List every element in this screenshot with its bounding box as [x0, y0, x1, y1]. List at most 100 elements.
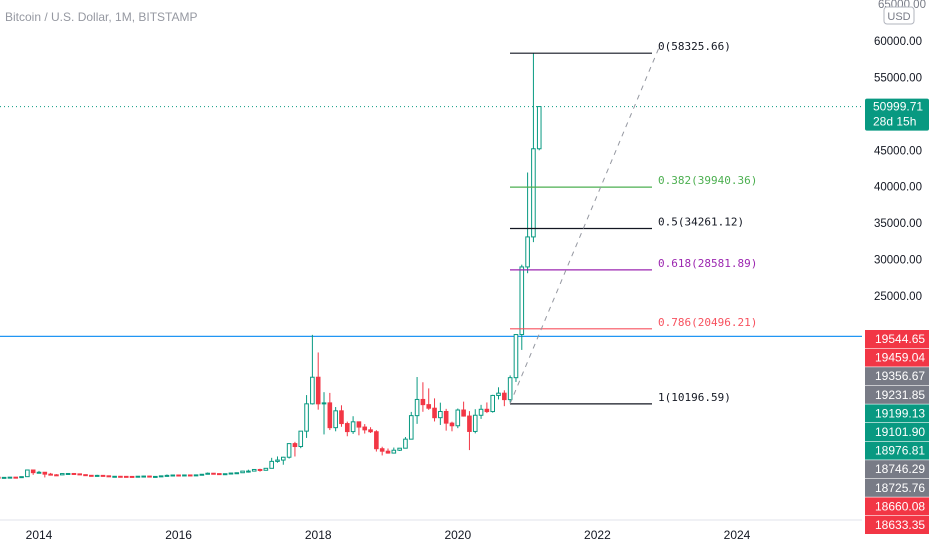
- candle: [414, 398, 420, 417]
- candle: [54, 474, 59, 477]
- candle: [251, 468, 257, 472]
- price-tag: [865, 348, 929, 367]
- candle: [315, 376, 321, 405]
- candle: [484, 408, 490, 413]
- candle: [135, 475, 141, 478]
- price-tag-label: 18633.35: [875, 518, 925, 532]
- candle: [211, 472, 216, 475]
- price-tag: [865, 441, 929, 460]
- price-axis-tick-label: 45000.00: [874, 145, 922, 157]
- candle: [1, 476, 7, 479]
- candle: [438, 410, 443, 419]
- candle: [36, 471, 42, 474]
- price-tag: [865, 404, 929, 423]
- candle: [321, 402, 327, 405]
- candle: [472, 414, 478, 432]
- candle: [65, 472, 71, 475]
- candle: [257, 468, 263, 471]
- candle: [397, 447, 402, 451]
- candle: [170, 474, 176, 477]
- fib-level-label: 0.618(28581.89): [658, 257, 757, 270]
- last-price-countdown: 28d 15h: [873, 115, 916, 129]
- candle: [246, 470, 251, 473]
- candle: [217, 473, 222, 476]
- candle: [193, 474, 199, 477]
- candle: [403, 438, 408, 449]
- price-tag-label: 19101.90: [875, 425, 925, 439]
- fib-level-label: 1(10196.59): [658, 391, 731, 404]
- candle: [443, 410, 449, 424]
- time-axis-tick-label: 2020: [444, 528, 471, 542]
- fib-level-label: 0(58325.66): [658, 40, 731, 53]
- price-tag-label: 18746.29: [875, 462, 925, 476]
- price-tag-label: 19199.13: [875, 406, 925, 420]
- currency-badge-text: USD: [887, 11, 910, 23]
- fib-level-label: 0.5(34261.12): [658, 216, 744, 229]
- price-tag: [865, 367, 929, 386]
- last-price-value: 50999.71: [873, 100, 923, 114]
- candle: [531, 148, 536, 238]
- price-axis-tick-label: 55000.00: [874, 72, 922, 84]
- candle: [455, 409, 461, 427]
- candle: [106, 475, 112, 478]
- time-axis-tick-label: 2014: [26, 528, 53, 542]
- price-tag: [865, 385, 929, 404]
- candle: [449, 422, 455, 427]
- price-tag-label: 19356.67: [875, 369, 925, 383]
- candle: [478, 408, 484, 416]
- candle: [147, 475, 152, 478]
- candle: [112, 475, 117, 478]
- candle: [94, 474, 100, 477]
- candle: [234, 472, 240, 475]
- candle: [83, 474, 88, 477]
- price-tag-label: 18976.81: [875, 444, 925, 458]
- candle: [205, 472, 210, 475]
- time-axis-tick-label: 2016: [165, 528, 192, 542]
- time-axis-tick-label: 2024: [724, 528, 751, 542]
- candle: [222, 473, 228, 476]
- candle: [502, 392, 507, 401]
- candle: [100, 474, 106, 477]
- candle: [129, 475, 135, 478]
- price-tag: [865, 330, 929, 348]
- fib-trend-line[interactable]: [509, 45, 661, 405]
- candle: [356, 421, 362, 428]
- price-tag-label: 19231.85: [875, 388, 925, 402]
- candle: [42, 471, 48, 475]
- candle: [123, 475, 129, 478]
- price-tag-label: 19459.04: [875, 351, 925, 365]
- candle: [362, 426, 368, 431]
- candle: [467, 415, 472, 432]
- candle: [176, 474, 181, 477]
- price-axis-tick-label: 40000.00: [874, 182, 922, 194]
- candle: [89, 474, 94, 477]
- candle: [275, 459, 280, 462]
- price-axis-tick-label: 65000.00: [878, 0, 926, 11]
- candle: [310, 376, 315, 405]
- candle: [426, 404, 432, 409]
- fib-level-label: 0.382(39940.36): [658, 174, 757, 187]
- candle: [525, 236, 530, 268]
- candle: [304, 403, 309, 432]
- candle: [298, 430, 304, 448]
- candle: [59, 473, 65, 476]
- price-axis-tick-label: 25000.00: [874, 291, 922, 303]
- candle: [374, 431, 379, 450]
- candle: [141, 475, 147, 478]
- price-tag: [865, 460, 929, 479]
- candle: [391, 449, 397, 454]
- candle: [286, 443, 292, 458]
- candle: [507, 377, 513, 401]
- price-axis-tick-label: 30000.00: [874, 255, 922, 267]
- candle: [368, 429, 373, 433]
- price-axis-tick-label: 60000.00: [874, 36, 922, 48]
- candle: [153, 475, 158, 478]
- price-tag: [865, 497, 929, 516]
- currency-badge[interactable]: [883, 6, 915, 25]
- candle: [25, 469, 30, 478]
- candle: [228, 472, 234, 475]
- candle: [240, 470, 245, 474]
- candle: [19, 476, 24, 479]
